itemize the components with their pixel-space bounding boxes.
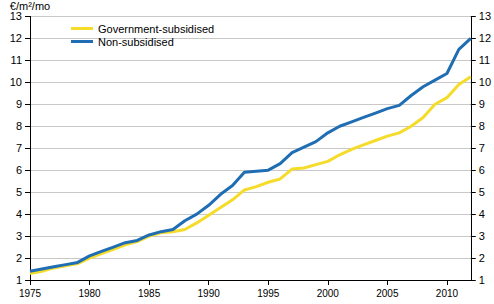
svg-text:2: 2 <box>479 252 485 264</box>
svg-text:4: 4 <box>16 208 22 220</box>
svg-text:1995: 1995 <box>257 288 280 299</box>
svg-text:Government-subsidised: Government-subsidised <box>98 23 214 35</box>
svg-text:13: 13 <box>10 10 22 22</box>
svg-text:6: 6 <box>479 164 485 176</box>
svg-text:9: 9 <box>479 98 485 110</box>
svg-text:5: 5 <box>479 186 485 198</box>
svg-text:2010: 2010 <box>436 288 459 299</box>
svg-text:1975: 1975 <box>19 288 42 299</box>
svg-text:12: 12 <box>10 32 22 44</box>
svg-text:7: 7 <box>479 142 485 154</box>
svg-text:2: 2 <box>16 252 22 264</box>
svg-text:12: 12 <box>479 32 491 44</box>
svg-text:4: 4 <box>479 208 485 220</box>
svg-text:10: 10 <box>479 76 491 88</box>
svg-text:1990: 1990 <box>198 288 221 299</box>
svg-text:7: 7 <box>16 142 22 154</box>
svg-text:1980: 1980 <box>78 288 101 299</box>
svg-text:1: 1 <box>479 274 485 286</box>
svg-text:5: 5 <box>16 186 22 198</box>
svg-text:8: 8 <box>16 120 22 132</box>
svg-text:2005: 2005 <box>376 288 399 299</box>
svg-text:9: 9 <box>16 98 22 110</box>
svg-text:10: 10 <box>10 76 22 88</box>
svg-text:1985: 1985 <box>138 288 161 299</box>
svg-text:13: 13 <box>479 10 491 22</box>
svg-text:6: 6 <box>16 164 22 176</box>
svg-text:3: 3 <box>16 230 22 242</box>
svg-text:8: 8 <box>479 120 485 132</box>
svg-text:11: 11 <box>11 54 22 66</box>
svg-text:3: 3 <box>479 230 485 242</box>
svg-text:Non-subsidised: Non-subsidised <box>98 36 174 48</box>
svg-text:11: 11 <box>479 54 490 66</box>
svg-text:2000: 2000 <box>317 288 340 299</box>
svg-text:1: 1 <box>16 274 22 286</box>
